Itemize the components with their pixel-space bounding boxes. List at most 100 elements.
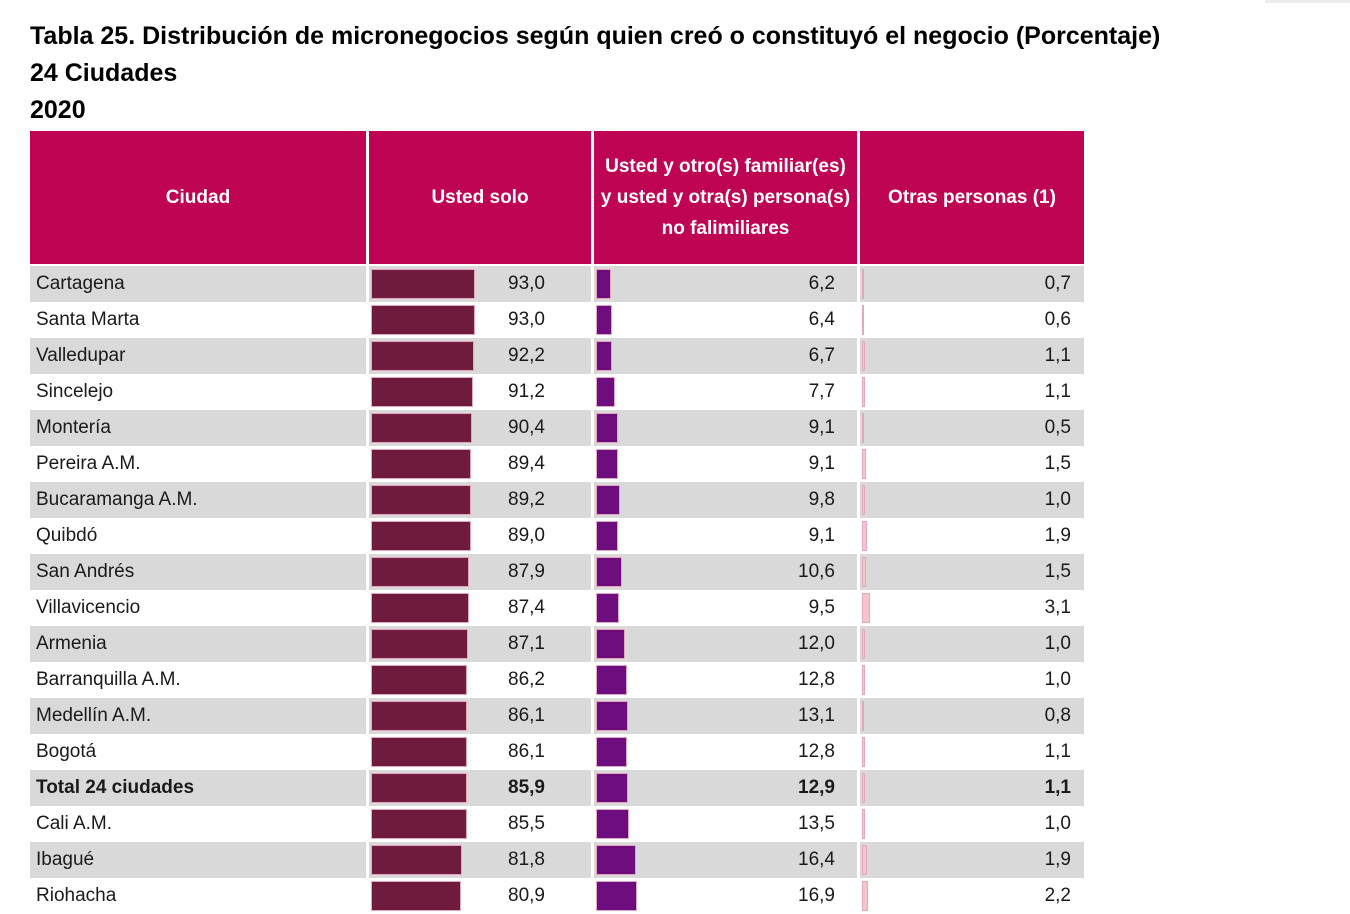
value-label: 85,9 (508, 777, 545, 798)
value-cell: 1,1 (857, 374, 1084, 410)
value-cell: 1,5 (857, 446, 1084, 482)
value-label: 89,0 (508, 525, 545, 546)
value-label: 0,5 (1044, 417, 1071, 438)
value-cell: 16,4 (591, 842, 857, 878)
usted-solo-bar (371, 737, 467, 767)
familiares-bar (596, 485, 620, 515)
value-label: 87,4 (508, 597, 545, 618)
value-label: 87,9 (508, 561, 545, 582)
table-row: Ibagué 81,8 16,4 1,9 (30, 842, 1084, 878)
value-cell: 6,7 (591, 338, 857, 374)
table-row: Bogotá 86,1 12,8 1,1 (30, 734, 1084, 770)
value-label: 1,0 (1044, 813, 1071, 834)
otras-personas-bar (862, 845, 867, 875)
value-cell: 9,1 (591, 446, 857, 482)
value-label: 92,2 (508, 345, 545, 366)
city-label: Medellín A.M. (36, 705, 152, 726)
value-label: 1,5 (1044, 453, 1071, 474)
familiares-bar (596, 413, 618, 443)
value-label: 9,5 (808, 597, 835, 618)
value-cell: 1,5 (857, 554, 1084, 590)
value-cell: 9,8 (591, 482, 857, 518)
value-label: 1,1 (1044, 381, 1071, 402)
familiares-bar (596, 845, 636, 875)
otras-personas-bar (862, 737, 865, 767)
usted-solo-bar (371, 377, 473, 407)
value-label: 3,1 (1044, 597, 1071, 618)
value-cell: 9,1 (591, 410, 857, 446)
familiares-bar (596, 809, 629, 839)
familiares-bar (596, 449, 618, 479)
usted-solo-bar (371, 341, 474, 371)
familiares-bar (596, 881, 637, 911)
otras-personas-bar (862, 341, 865, 371)
value-cell: 6,2 (591, 266, 857, 302)
value-label: 89,4 (508, 453, 545, 474)
value-cell: 92,2 (366, 338, 591, 374)
value-cell: 1,9 (857, 518, 1084, 554)
city-label: Armenia (36, 633, 107, 654)
table-title: Tabla 25. Distribución de micronegocios … (30, 22, 1161, 50)
value-label: 85,5 (508, 813, 545, 834)
usted-solo-bar (371, 593, 469, 623)
header-usted-solo: Usted solo (366, 131, 591, 264)
table-header-row: Ciudad Usted solo Usted y otro(s) famili… (30, 131, 1084, 266)
otras-personas-bar (862, 629, 865, 659)
usted-solo-bar (371, 809, 467, 839)
value-cell: 87,4 (366, 590, 591, 626)
value-cell: 85,9 (366, 770, 591, 806)
city-label: Montería (36, 417, 111, 438)
familiares-bar (596, 377, 615, 407)
header-familiares: Usted y otro(s) familiar(es) y usted y o… (591, 131, 857, 264)
familiares-bar (596, 341, 612, 371)
city-label: Barranquilla A.M. (36, 669, 181, 690)
familiares-bar (596, 305, 612, 335)
table-row: Quibdó 89,0 9,1 1,9 (30, 518, 1084, 554)
otras-personas-bar (862, 557, 866, 587)
otras-personas-bar (862, 413, 864, 443)
value-label: 90,4 (508, 417, 545, 438)
value-label: 12,0 (798, 633, 835, 654)
value-cell: 0,7 (857, 266, 1084, 302)
value-cell: 86,2 (366, 662, 591, 698)
city-label: Quibdó (36, 525, 98, 546)
value-cell: 89,4 (366, 446, 591, 482)
value-cell: 1,0 (857, 806, 1084, 842)
table-row: Barranquilla A.M. 86,2 12,8 1,0 (30, 662, 1084, 698)
city-label: Riohacha (36, 885, 117, 906)
table-subtitle-year: 2020 (30, 96, 86, 124)
otras-personas-bar (862, 377, 865, 407)
city-label: Bogotá (36, 741, 97, 762)
table-row: Medellín A.M. 86,1 13,1 0,8 (30, 698, 1084, 734)
value-label: 9,1 (808, 525, 835, 546)
value-cell: 86,1 (366, 698, 591, 734)
value-label: 1,1 (1044, 741, 1071, 762)
table-body: Cartagena 93,0 6,2 0,7 Santa Marta 93,0 6,4 0,6… (30, 266, 1084, 914)
value-cell: 80,9 (366, 878, 591, 914)
value-cell: 3,1 (857, 590, 1084, 626)
usted-solo-bar (371, 665, 467, 695)
value-label: 13,5 (798, 813, 835, 834)
city-label: Sincelejo (36, 381, 114, 402)
table-row: Santa Marta 93,0 6,4 0,6 (30, 302, 1084, 338)
value-label: 86,1 (508, 741, 545, 762)
value-cell: 89,2 (366, 482, 591, 518)
value-label: 1,9 (1044, 849, 1071, 870)
city-label: Pereira A.M. (36, 453, 141, 474)
otras-personas-bar (862, 881, 868, 911)
city-label: Cali A.M. (36, 813, 113, 834)
familiares-bar (596, 737, 627, 767)
table-row: Sincelejo 91,2 7,7 1,1 (30, 374, 1084, 410)
value-cell: 7,7 (591, 374, 857, 410)
usted-solo-bar (371, 413, 472, 443)
value-label: 1,9 (1044, 525, 1071, 546)
value-label: 1,1 (1044, 777, 1071, 798)
value-label: 93,0 (508, 309, 545, 330)
value-label: 7,7 (808, 381, 835, 402)
value-cell: 12,8 (591, 662, 857, 698)
value-cell: 93,0 (366, 302, 591, 338)
value-cell: 89,0 (366, 518, 591, 554)
usted-solo-bar (371, 485, 471, 515)
city-label: Bucaramanga A.M. (36, 489, 198, 510)
value-label: 2,2 (1044, 885, 1071, 906)
